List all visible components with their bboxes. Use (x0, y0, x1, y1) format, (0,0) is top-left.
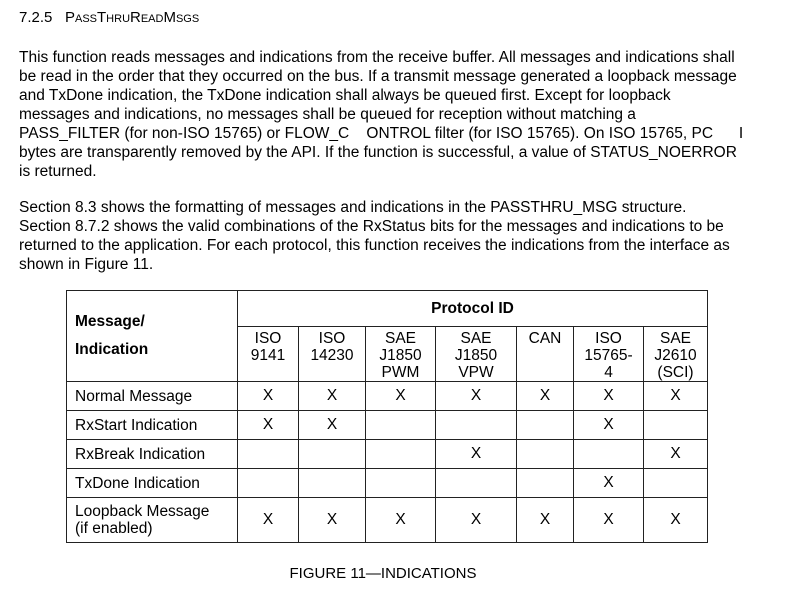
column-header-line: J2610 (654, 347, 697, 364)
indications-table: Message/Indication Protocol ID ISO 9141 IS… (66, 290, 708, 543)
support-mark: X (573, 468, 644, 498)
support-mark (435, 410, 517, 440)
text-line: messages and indications, no messages sh… (19, 106, 636, 123)
support-mark: X (643, 497, 708, 543)
column-header-line: ISO (318, 330, 346, 347)
protocol-column-header: SAE J2610 (SCI) (643, 326, 708, 382)
row-header-line: Indication (75, 341, 149, 358)
protocol-column-header: ISO 14230 (298, 326, 366, 382)
column-header-line: 9141 (250, 347, 286, 364)
protocol-column-header: SAE J1850 PWM (365, 326, 436, 382)
row-label-line: TxDone Indication (75, 474, 200, 492)
support-mark: X (298, 497, 366, 543)
support-mark (643, 410, 708, 440)
support-mark (643, 468, 708, 498)
row-label-line: (if enabled) (75, 520, 153, 537)
text-line: Section 8.7.2 shows the valid combinatio… (19, 218, 724, 235)
row-header-line: Message/ (75, 313, 145, 330)
text-line: be read in the order that they occurred … (19, 68, 737, 85)
support-mark (237, 468, 299, 498)
column-header-line: 4 (604, 364, 613, 381)
support-mark: X (516, 497, 574, 543)
support-mark: X (573, 381, 644, 411)
support-mark: X (435, 381, 517, 411)
support-mark: X (298, 381, 366, 411)
column-header-line: J1850 (379, 347, 422, 364)
column-header-line: SAE (659, 330, 691, 347)
text-line: is returned. (19, 163, 97, 180)
figure-caption: FIGURE 11—INDICATIONS (289, 565, 477, 582)
column-header-line: VPW (458, 364, 494, 381)
text-line: returned to the application. For each pr… (19, 237, 730, 254)
support-mark: X (643, 439, 708, 469)
column-header-line: PWM (381, 364, 420, 381)
support-mark: X (237, 381, 299, 411)
support-mark (237, 439, 299, 469)
section-number: 7.2.5 (19, 9, 53, 26)
text-line: bytes are transparently removed by the A… (19, 144, 737, 161)
text-line: and TxDone indication, the TxDone indica… (19, 87, 671, 104)
text-line: PASS_FILTER (for non-ISO 15765) or FLOW_… (19, 125, 744, 142)
support-mark: X (643, 381, 708, 411)
support-mark: X (516, 381, 574, 411)
table-row: RxStart Indication X X X (66, 410, 708, 440)
support-mark (573, 439, 644, 469)
column-header-line: SAE (384, 330, 416, 347)
protocol-id-header: Protocol ID (237, 290, 708, 327)
support-mark: X (237, 410, 299, 440)
protocol-column-header: SAE J1850 VPW (435, 326, 517, 382)
support-mark: X (435, 439, 517, 469)
text-line: This function reads messages and indicat… (19, 49, 735, 66)
paragraph-2: Section 8.3 shows the formatting of mess… (19, 198, 730, 274)
protocol-column-header: ISO 9141 (237, 326, 299, 382)
support-mark: X (435, 497, 517, 543)
support-mark: X (237, 497, 299, 543)
support-mark (516, 439, 574, 469)
support-mark (298, 439, 366, 469)
column-header-line: 14230 (310, 347, 354, 364)
column-header-line: 15765- (584, 347, 633, 364)
section-heading: 7.2.5 PassThruReadMsgs (19, 9, 199, 26)
table-row: Loopback Message (if enabled) X X X X X X X (66, 497, 708, 543)
row-label-line: Loopback Message (75, 503, 210, 520)
column-header-line: CAN (528, 330, 562, 347)
row-label: RxStart Indication (66, 410, 238, 440)
support-mark (435, 468, 517, 498)
table-row: RxBreak Indication X X (66, 439, 708, 469)
row-label: RxBreak Indication (66, 439, 238, 469)
support-mark (298, 468, 366, 498)
column-header-line: ISO (595, 330, 622, 347)
column-header-line: SAE (460, 330, 492, 347)
support-mark: X (365, 381, 436, 411)
row-label: Loopback Message (if enabled) (66, 497, 238, 543)
support-mark (516, 468, 574, 498)
protocol-column-header: ISO 15765- 4 (573, 326, 644, 382)
column-header-line: J1850 (454, 347, 498, 364)
support-mark: X (298, 410, 366, 440)
support-mark (365, 410, 436, 440)
section-title: PassThruReadMsgs (65, 9, 200, 26)
support-mark: X (573, 410, 644, 440)
protocol-column-header: CAN (516, 326, 574, 382)
support-mark: X (573, 497, 644, 543)
column-header-line: (SCI) (657, 364, 694, 381)
text-line: Section 8.3 shows the formatting of mess… (19, 199, 687, 216)
row-label-line: RxBreak Indication (75, 445, 206, 463)
table-row: TxDone Indication X (66, 468, 708, 498)
table-row: Normal Message X X X X X X X (66, 381, 708, 411)
support-mark (516, 410, 574, 440)
row-label-line: Normal Message (75, 387, 193, 405)
paragraph-1: This function reads messages and indicat… (19, 48, 743, 181)
row-label: Normal Message (66, 381, 238, 411)
row-header: Message/Indication (66, 290, 238, 382)
support-mark (365, 468, 436, 498)
support-mark (365, 439, 436, 469)
row-label-line: RxStart Indication (75, 416, 198, 434)
column-header-line: ISO (254, 330, 282, 347)
support-mark: X (365, 497, 436, 543)
row-label: TxDone Indication (66, 468, 238, 498)
text-line: shown in Figure 11. (19, 256, 154, 273)
